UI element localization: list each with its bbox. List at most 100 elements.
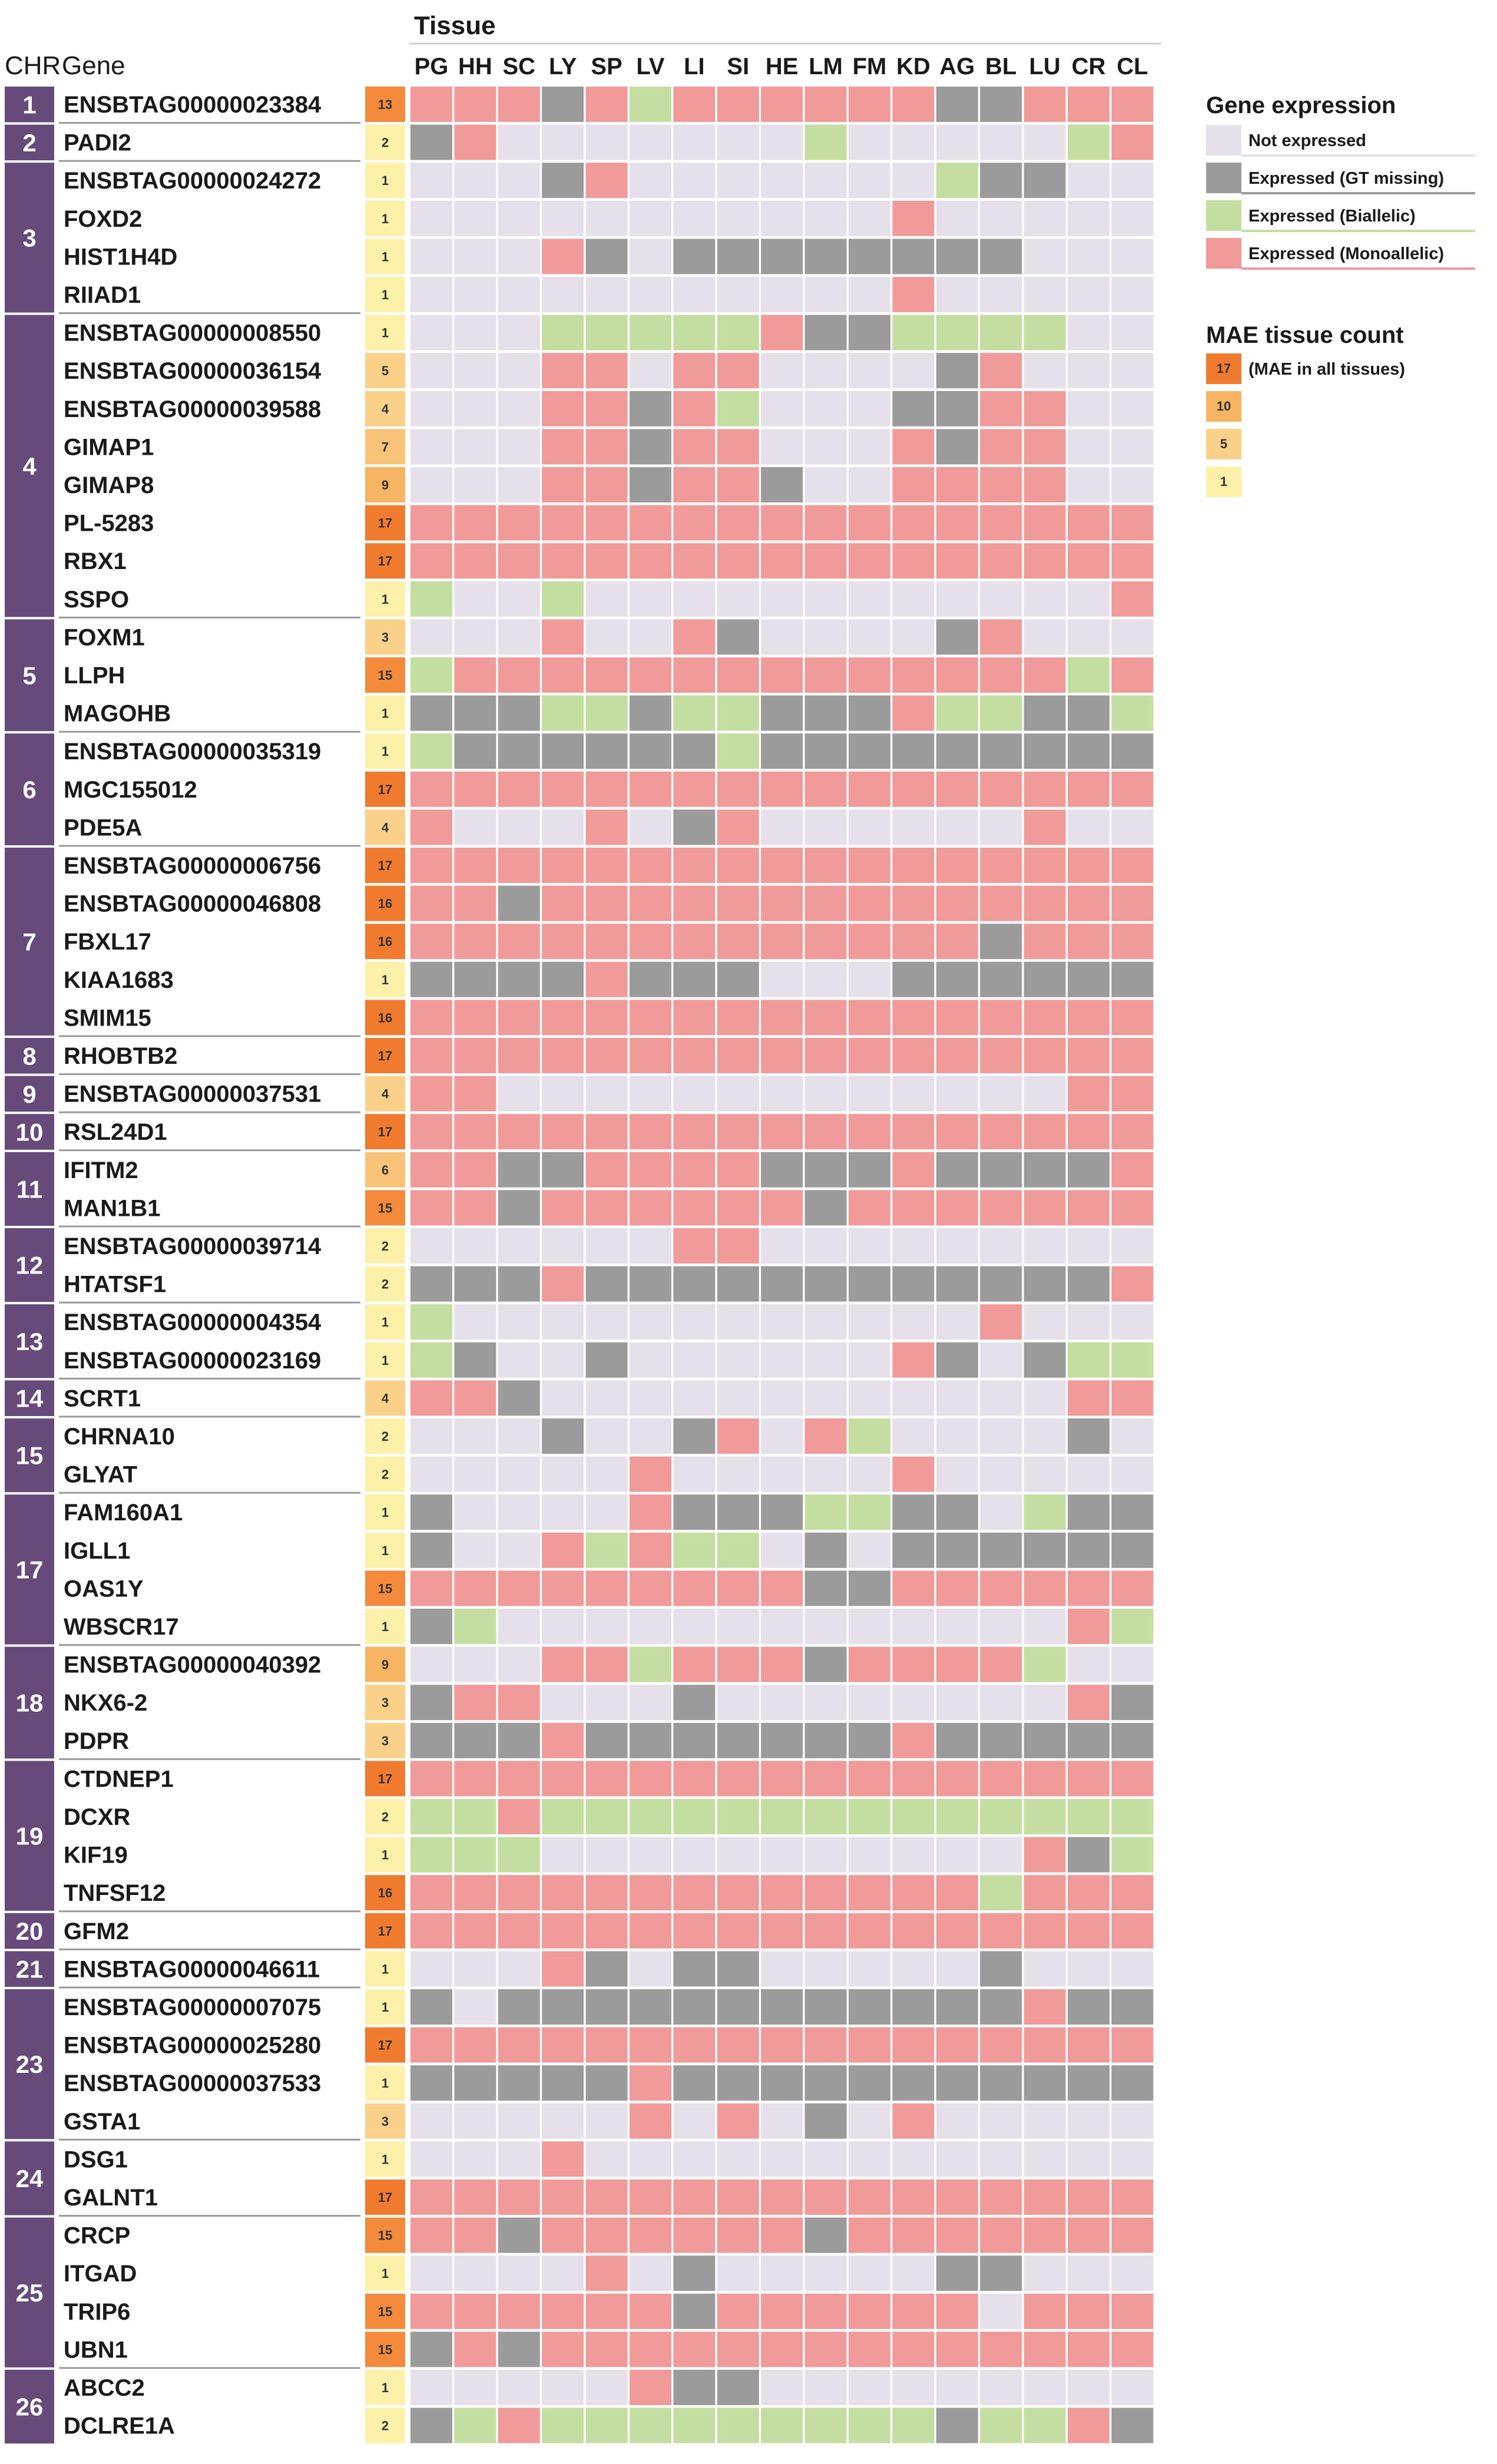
legend-expression-items: Not expressed Expressed (GT missing) Expre…	[1206, 125, 1475, 270]
heatmap-cell-monoallelic	[936, 924, 978, 960]
gene-label: GFM2	[64, 1919, 129, 1944]
heatmap-cell-gt-missing	[804, 1266, 847, 1302]
mae-count-cell	[365, 163, 405, 199]
heatmap-cell-gt-missing	[980, 1722, 1022, 1758]
heatmap-cell-not-expressed	[980, 124, 1022, 160]
heatmap-cell-monoallelic	[498, 1799, 540, 1834]
heatmap-cell-not-expressed	[936, 1609, 978, 1644]
legend-mae-swatch	[1206, 353, 1241, 384]
heatmap-cell-monoallelic	[630, 1456, 671, 1492]
heatmap-cell-biallelic	[849, 1799, 890, 1834]
heatmap-cell-not-expressed	[761, 1304, 803, 1340]
heatmap-cell-monoallelic	[1068, 1038, 1109, 1073]
heatmap-cell-not-expressed	[630, 619, 671, 655]
heatmap-cell-monoallelic	[761, 657, 803, 693]
gene-label: DCXR	[64, 1804, 130, 1830]
heatmap-cell-not-expressed	[454, 809, 496, 845]
heatmap-cell-not-expressed	[454, 1418, 496, 1454]
heatmap-cell-not-expressed	[717, 1304, 759, 1340]
heatmap-cell-monoallelic	[761, 2331, 803, 2367]
heatmap-cell-monoallelic	[542, 1951, 584, 1987]
chr-label-13: 13	[16, 1328, 44, 1355]
heatmap-cell-gt-missing	[410, 961, 452, 997]
heatmap-cell-monoallelic	[1068, 924, 1109, 960]
heatmap-cell-not-expressed	[498, 277, 540, 312]
heatmap-cell-monoallelic	[410, 848, 452, 883]
heatmap-cell-gt-missing	[630, 467, 671, 502]
heatmap-cell-monoallelic	[761, 2293, 803, 2329]
heatmap-cell-gt-missing	[410, 1609, 452, 1644]
heatmap-cell-monoallelic	[1111, 1913, 1154, 1949]
heatmap-cell-monoallelic	[410, 2179, 452, 2215]
heatmap-cell-biallelic	[980, 2407, 1022, 2443]
heatmap-cell-monoallelic	[936, 543, 978, 579]
heatmap-cell-monoallelic	[717, 2293, 759, 2329]
heatmap-cell-monoallelic	[1111, 1152, 1154, 1188]
chr-block-2	[5, 124, 54, 161]
heatmap-cell-gt-missing	[936, 391, 978, 426]
heatmap-cell-monoallelic	[717, 2027, 759, 2063]
heatmap-cell-gt-missing	[804, 1152, 847, 1188]
heatmap-cell-monoallelic	[1024, 657, 1066, 693]
heatmap-cell-biallelic	[717, 695, 759, 731]
gene-label: CTDNEP1	[64, 1766, 174, 1792]
heatmap-cell-monoallelic	[849, 1761, 890, 1797]
heatmap-cell-monoallelic	[498, 657, 540, 693]
heatmap-cell-monoallelic	[498, 848, 540, 883]
heatmap-cell-monoallelic	[542, 543, 584, 579]
heatmap-cell-monoallelic	[542, 2293, 584, 2329]
heatmap-cell-gt-missing	[1068, 1152, 1109, 1188]
heatmap-cell-monoallelic	[630, 2293, 671, 2329]
heatmap-cell-gt-missing	[849, 239, 890, 274]
heatmap-cell-monoallelic	[585, 1152, 628, 1188]
heatmap-cell-monoallelic	[410, 505, 452, 541]
heatmap-cell-not-expressed	[1068, 809, 1109, 845]
heatmap-cell-monoallelic	[454, 1190, 496, 1226]
heatmap-cell-monoallelic	[673, 1875, 716, 1911]
heatmap-cell-gt-missing	[804, 1646, 847, 1682]
heatmap-cell-gt-missing	[717, 239, 759, 274]
heatmap-cell-not-expressed	[1024, 1380, 1066, 1416]
heatmap-cell-monoallelic	[542, 239, 584, 274]
heatmap-cell-monoallelic	[498, 2407, 540, 2443]
heatmap-cell-gt-missing	[804, 2065, 847, 2101]
heatmap-cell-monoallelic	[892, 771, 935, 807]
heatmap-cell-monoallelic	[454, 1114, 496, 1150]
chr-label-23: 23	[16, 2050, 44, 2078]
heatmap-cell-monoallelic	[1024, 1038, 1066, 1073]
heatmap-cell-monoallelic	[717, 1152, 759, 1188]
heatmap-cell-gt-missing	[498, 1989, 540, 2025]
heatmap-cell-biallelic	[892, 315, 935, 350]
heatmap-cell-monoallelic	[673, 87, 716, 122]
heatmap-cell-monoallelic	[454, 1038, 496, 1073]
heatmap-cell-monoallelic	[761, 505, 803, 541]
heatmap-cell-monoallelic	[1068, 1190, 1109, 1226]
gene-column-header: Gene	[62, 51, 125, 80]
heatmap-cell-gt-missing	[936, 1152, 978, 1188]
heatmap-cell-not-expressed	[1024, 581, 1066, 617]
gene-label: KIF19	[64, 1843, 128, 1868]
heatmap-cell-biallelic	[630, 1799, 671, 1834]
heatmap-cell-monoallelic	[410, 87, 452, 122]
heatmap-cell-biallelic	[1068, 657, 1109, 693]
heatmap-cell-not-expressed	[761, 1228, 803, 1264]
heatmap-cell-monoallelic	[1024, 1913, 1066, 1949]
heatmap-cell-monoallelic	[454, 885, 496, 921]
heatmap-cell-not-expressed	[849, 200, 890, 236]
heatmap-cell-not-expressed	[1068, 200, 1109, 236]
heatmap-cell-not-expressed	[804, 809, 847, 845]
chr-label-17: 17	[16, 1556, 44, 1583]
heatmap-cell-not-expressed	[1111, 1304, 1154, 1340]
heatmap-cell-gt-missing	[630, 1266, 671, 1302]
heatmap-cell-monoallelic	[717, 809, 759, 845]
legend-label-monoallelic: Expressed (Monoallelic)	[1248, 244, 1444, 263]
mae-count-label: 4	[382, 1391, 389, 1405]
mae-count-cell	[365, 1799, 405, 1834]
heatmap-cell-gt-missing	[761, 2065, 803, 2101]
heatmap-cell-monoallelic	[804, 924, 847, 960]
heatmap-cell-monoallelic	[630, 848, 671, 883]
heatmap-cell-monoallelic	[1024, 885, 1066, 921]
heatmap-cell-gt-missing	[498, 1152, 540, 1188]
heatmap-cell-gt-missing	[980, 1989, 1022, 2025]
mae-count-cell	[365, 1304, 405, 1340]
